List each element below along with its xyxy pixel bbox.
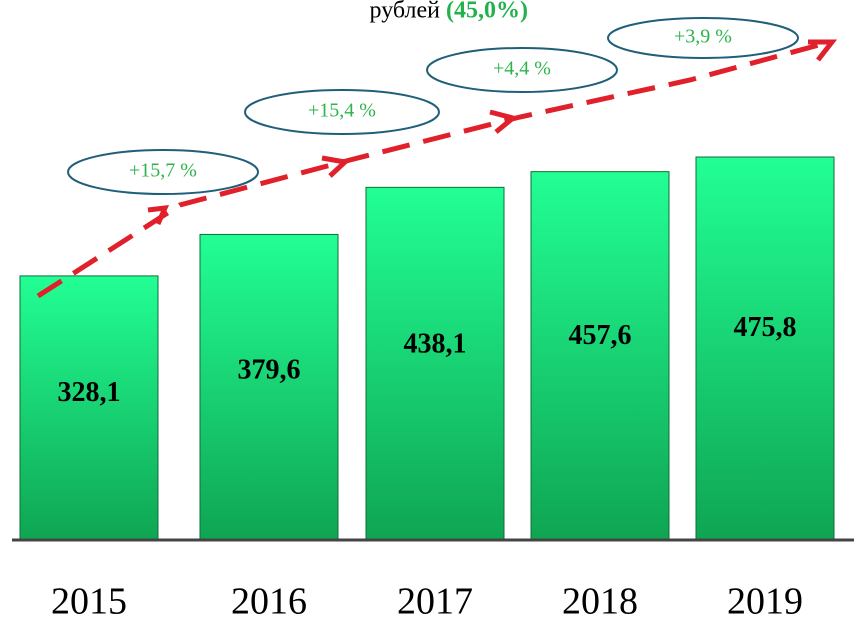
annotation: +4,4 % — [493, 58, 551, 80]
bars: 328,1 379,6 438,1 457,6 475,8 — [19, 156, 835, 541]
arrow-heads — [147, 39, 838, 226]
bar — [530, 171, 670, 541]
chart-title-highlight: (45,0%) — [446, 0, 528, 24]
x-tick-label: 2019 — [727, 581, 803, 623]
annotations: +15,7 % +15,4 % +4,4 % +3,9 % — [67, 17, 799, 195]
trend-arrow — [36, 39, 831, 299]
annotation-ellipse — [244, 89, 440, 135]
x-tick-label: 2018 — [562, 581, 638, 623]
bar — [695, 156, 835, 541]
value-label: 475,8 — [734, 312, 797, 343]
annotation-ellipse — [607, 17, 799, 59]
chart-title: рублей — [370, 0, 441, 24]
annotation-ellipse — [67, 149, 259, 195]
x-tick-label: 2016 — [231, 581, 307, 623]
value-label: 457,6 — [569, 320, 632, 351]
value-label: 328,1 — [58, 377, 121, 408]
bar — [19, 275, 159, 541]
annotation: +3,9 % — [674, 26, 732, 48]
annotation: +15,4 % — [308, 100, 376, 122]
value-label: 438,1 — [404, 328, 467, 359]
x-tick-label: 2017 — [397, 581, 473, 623]
bar — [199, 233, 339, 541]
annotation: +15,7 % — [129, 160, 197, 182]
bar — [365, 186, 505, 541]
annotation-ellipse — [426, 47, 618, 93]
x-tick-label: 2015 — [51, 581, 127, 623]
value-label: 379,6 — [238, 354, 301, 385]
